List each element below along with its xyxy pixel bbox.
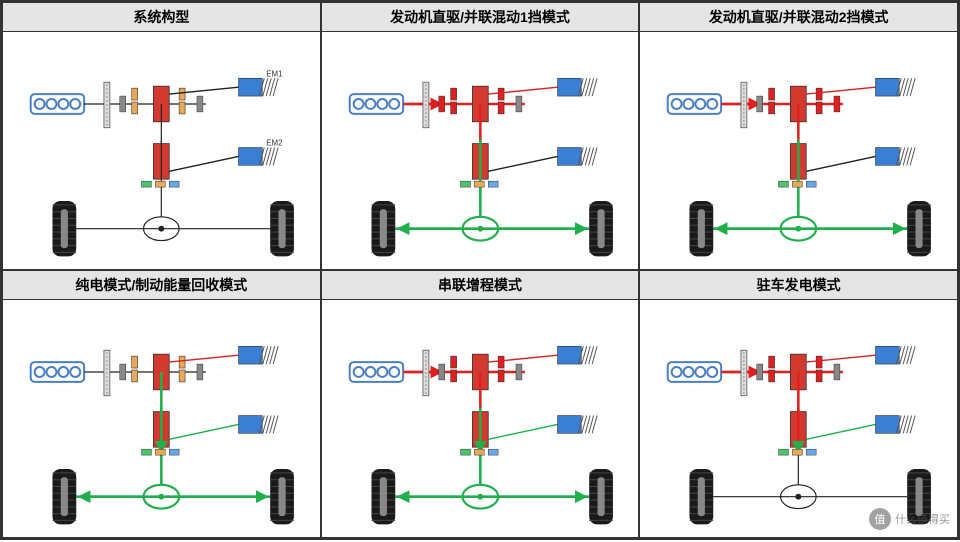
drivetrain-diagram [322, 32, 639, 269]
inverter2-icon [557, 416, 597, 434]
cell-diagram: EM1 EM2 [3, 32, 320, 269]
cell-diagram [640, 300, 957, 537]
inverter1-icon [239, 78, 279, 96]
wheel-icon [52, 469, 76, 524]
gear-pair-icon [769, 88, 775, 114]
wheel-icon [52, 201, 76, 256]
mode-cell: 系统构型 [2, 2, 321, 270]
cell-title: 发动机直驱/并联混动1挡模式 [322, 3, 639, 32]
inverter1-icon [876, 346, 916, 364]
gear-pair-icon [450, 88, 456, 114]
wheel-icon [589, 201, 613, 256]
cell-diagram [640, 32, 957, 269]
cell-title: 发动机直驱/并联混动2挡模式 [640, 3, 957, 32]
drivetrain-diagram [3, 300, 320, 537]
drivetrain-diagram [640, 32, 957, 269]
engine-icon [31, 362, 84, 382]
wheel-icon [270, 201, 294, 256]
engine-icon [349, 362, 402, 382]
gear-pair-icon [450, 356, 456, 382]
mode-cell: 纯电模式/制动能量回收模式 [2, 270, 321, 538]
inverter2-icon [876, 148, 916, 166]
wheel-icon [371, 201, 395, 256]
mode-cell: 串联增程模式 [321, 270, 640, 538]
wheel-icon [270, 469, 294, 524]
cell-title: 驻车发电模式 [640, 271, 957, 300]
wheel-icon [690, 201, 714, 256]
inverter2-icon [239, 148, 279, 166]
wheel-icon [371, 469, 395, 524]
engine-icon [668, 362, 721, 382]
cell-diagram [322, 32, 639, 269]
watermark: 值 什么值得买 [869, 508, 950, 530]
inverter1-icon [239, 346, 279, 364]
wheel-icon [589, 469, 613, 524]
svg-text:EM2: EM2 [266, 139, 282, 148]
inverter2-icon [876, 416, 916, 434]
drivetrain-diagram: EM1 EM2 [3, 32, 320, 269]
gear-pair-icon [132, 88, 138, 114]
inverter2-icon [557, 148, 597, 166]
mode-cell: 发动机直驱/并联混动1挡模式 [321, 2, 640, 270]
engine-icon [349, 94, 402, 114]
svg-text:EM1: EM1 [266, 69, 283, 78]
inverter1-icon [557, 78, 597, 96]
engine-icon [668, 94, 721, 114]
gear-pair-icon [132, 356, 138, 382]
watermark-badge: 值 [869, 508, 891, 530]
inverter1-icon [557, 346, 597, 364]
cell-diagram [3, 300, 320, 537]
cell-diagram [322, 300, 639, 537]
mode-cell: 驻车发电模式 [639, 270, 958, 538]
drivetrain-diagram [640, 300, 957, 537]
drivetrain-diagram [322, 300, 639, 537]
mode-cell: 发动机直驱/并联混动2挡模式 [639, 2, 958, 270]
gear-pair-icon [769, 356, 775, 382]
cell-title: 纯电模式/制动能量回收模式 [3, 271, 320, 300]
watermark-text: 什么值得买 [895, 511, 950, 527]
wheel-icon [908, 201, 932, 256]
wheel-icon [690, 469, 714, 524]
cell-title: 串联增程模式 [322, 271, 639, 300]
inverter2-icon [239, 416, 279, 434]
engine-icon [31, 94, 84, 114]
inverter1-icon [876, 78, 916, 96]
cell-title: 系统构型 [3, 3, 320, 32]
